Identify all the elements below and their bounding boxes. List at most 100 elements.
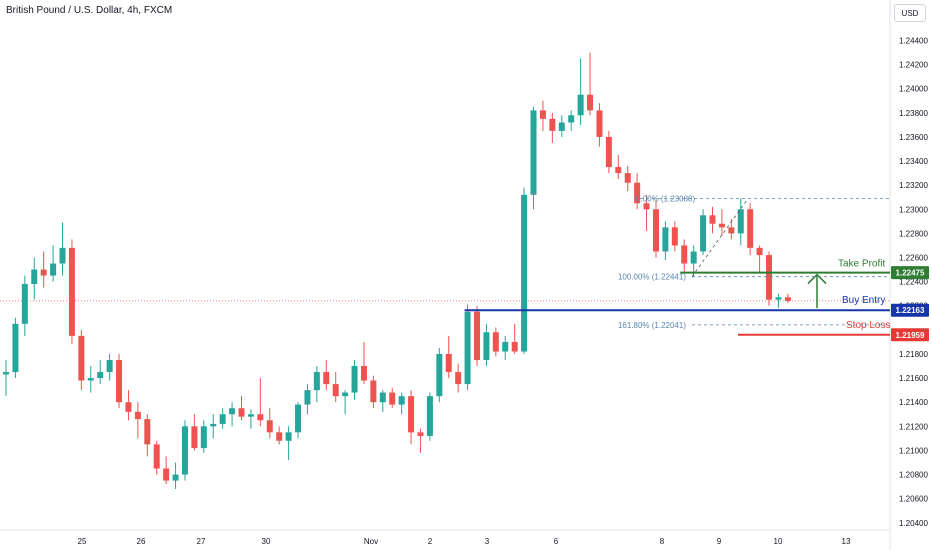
candle-body — [219, 414, 226, 424]
candle — [408, 390, 415, 445]
candle — [492, 327, 499, 357]
time-tick-label: 30 — [262, 537, 271, 546]
candle-body — [153, 444, 160, 469]
candle — [766, 251, 773, 306]
price-tick-label: 1.23600 — [899, 133, 928, 142]
candle-body — [464, 311, 471, 385]
candle — [596, 103, 603, 147]
candle — [379, 390, 386, 412]
candle — [577, 58, 584, 125]
candle — [521, 187, 528, 354]
candle-body — [737, 209, 744, 234]
price-badge: 1.21959 — [891, 328, 929, 342]
candle — [134, 402, 141, 439]
candle-body — [426, 396, 433, 436]
candle-body — [332, 384, 339, 397]
price-tick-label: 1.22400 — [899, 278, 928, 287]
candle-body — [417, 432, 424, 436]
candle-body — [238, 408, 245, 417]
price-tick-label: 1.21600 — [899, 374, 928, 383]
currency-button[interactable]: USD — [894, 4, 926, 22]
candle-body — [587, 94, 594, 111]
chart-title: British Pound / U.S. Dollar, 4h, FXCM — [6, 5, 173, 16]
candle-body — [257, 414, 264, 421]
candle-body — [97, 372, 104, 379]
candle-body — [605, 136, 612, 168]
candle — [775, 293, 782, 309]
candle — [709, 206, 716, 234]
candle — [181, 420, 188, 481]
candle — [87, 366, 94, 393]
candle-body — [389, 392, 396, 405]
candle — [568, 110, 575, 131]
price-tick-label: 1.20600 — [899, 495, 928, 504]
candle — [502, 335, 509, 360]
candle-body — [200, 426, 207, 449]
candle-body — [323, 372, 330, 385]
candle — [304, 384, 311, 415]
candle — [106, 353, 113, 381]
candle — [59, 222, 66, 276]
candle-body — [558, 122, 565, 131]
candle-body — [342, 392, 349, 397]
time-tick-label: 9 — [717, 537, 722, 546]
candle — [690, 245, 697, 277]
candle-body — [172, 474, 179, 481]
candle — [605, 130, 612, 174]
candle-body — [709, 215, 716, 224]
candle-body — [304, 390, 311, 405]
target-arrow-head — [807, 273, 827, 285]
candle — [737, 198, 744, 246]
candle-body — [511, 341, 518, 352]
candle — [756, 245, 763, 272]
time-tick-label: 25 — [78, 537, 87, 546]
candle — [172, 462, 179, 490]
candle-body — [492, 332, 499, 352]
candle-body — [596, 110, 603, 137]
price-badge: 1.22475 — [891, 266, 929, 280]
candle — [455, 363, 462, 393]
candle-body — [379, 392, 386, 403]
candle-body — [266, 420, 273, 433]
candle-body — [285, 432, 292, 441]
candle-body — [398, 396, 405, 405]
candle — [474, 305, 480, 367]
candle-body — [191, 426, 198, 449]
candle — [549, 112, 556, 143]
candle-body — [229, 408, 236, 415]
price-tick-label: 1.24400 — [899, 36, 928, 45]
candle-body — [408, 396, 415, 433]
candle-body — [624, 173, 631, 183]
candle-body — [436, 353, 443, 397]
candle — [718, 209, 725, 236]
candle-body — [700, 215, 707, 252]
candle — [436, 347, 443, 403]
candle — [219, 408, 226, 429]
candle-body — [68, 247, 75, 336]
candle — [417, 428, 424, 453]
fib-trend-line — [691, 198, 749, 277]
candle-body — [671, 227, 678, 246]
candle — [662, 221, 669, 260]
candle-body — [775, 297, 782, 300]
candle-body — [210, 423, 217, 427]
candle-body — [747, 209, 754, 248]
candle-body — [313, 372, 320, 391]
candle — [643, 194, 650, 231]
candle — [163, 456, 170, 485]
buy-entry-label: Buy Entry — [842, 295, 885, 306]
price-tick-label: 1.24200 — [899, 61, 928, 70]
time-tick-label: Nov — [364, 537, 378, 546]
candle — [144, 414, 151, 457]
price-tick-label: 1.22600 — [899, 254, 928, 263]
candle — [398, 392, 405, 415]
candle-body — [78, 335, 85, 381]
price-badge-bg — [891, 328, 929, 342]
candle — [295, 402, 302, 439]
candle-body — [144, 419, 151, 445]
candle-body — [351, 366, 358, 393]
candle — [40, 251, 47, 288]
candle-body — [59, 247, 66, 264]
